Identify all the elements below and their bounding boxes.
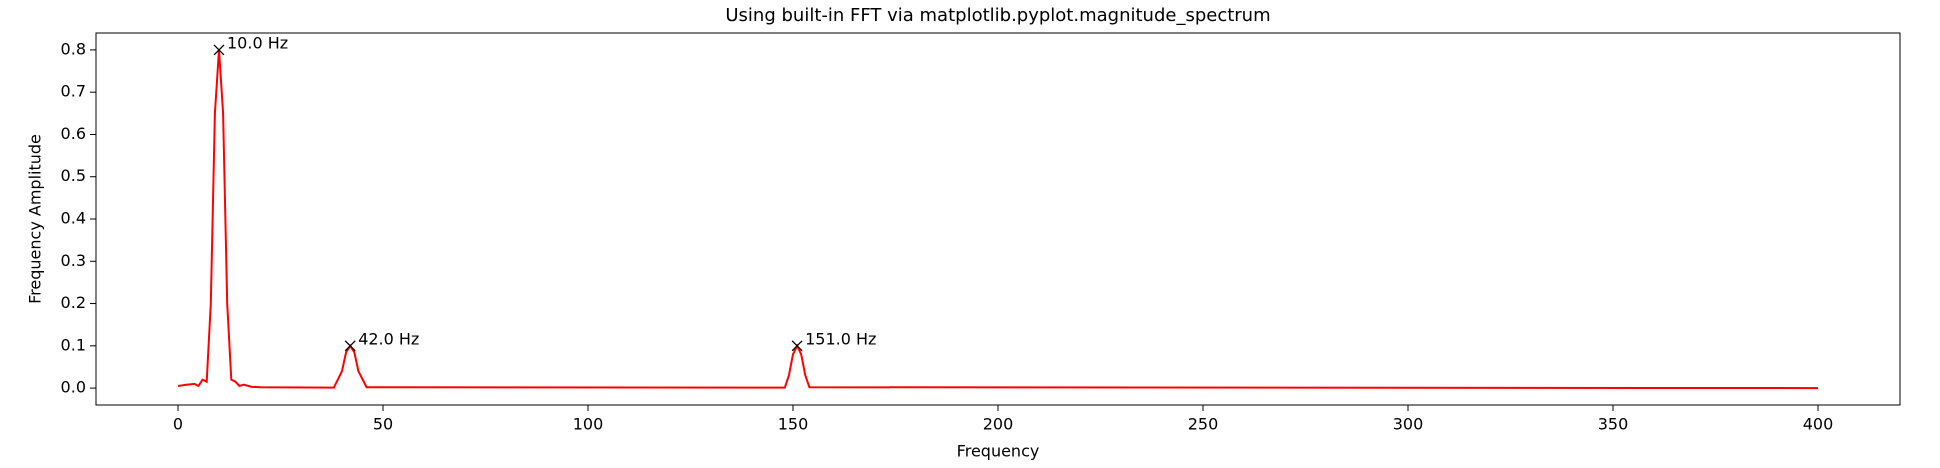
x-axis-label: Frequency <box>957 442 1040 461</box>
x-tick-label: 100 <box>573 415 604 434</box>
x-tick-label: 300 <box>1393 415 1424 434</box>
x-tick-label: 350 <box>1598 415 1629 434</box>
y-tick-label: 0.4 <box>61 209 86 228</box>
x-tick-label: 250 <box>1188 415 1219 434</box>
y-tick-label: 0.6 <box>61 124 86 143</box>
y-tick-label: 0.8 <box>61 39 86 58</box>
x-tick-label: 400 <box>1803 415 1834 434</box>
y-tick-label: 0.2 <box>61 293 86 312</box>
y-tick-label: 0.5 <box>61 166 86 185</box>
y-axis-label: Frequency Amplitude <box>26 134 45 304</box>
peak-marker <box>213 44 225 56</box>
peak-label: 10.0 Hz <box>227 33 288 52</box>
x-tick-label: 50 <box>373 415 393 434</box>
peak-label: 42.0 Hz <box>358 329 419 348</box>
spectrum-line <box>177 49 1819 390</box>
y-tick-label: 0.7 <box>61 82 86 101</box>
y-tick-label: 0.3 <box>61 251 86 270</box>
peak-label: 151.0 Hz <box>805 329 876 348</box>
peak-marker <box>791 340 803 352</box>
x-tick-label: 150 <box>778 415 809 434</box>
y-tick-label: 0.1 <box>61 335 86 354</box>
chart-title: Using built-in FFT via matplotlib.pyplot… <box>725 5 1270 26</box>
x-tick-label: 200 <box>983 415 1014 434</box>
x-tick-label: 0 <box>173 415 183 434</box>
peak-marker <box>344 340 356 352</box>
plot-frame <box>95 32 1901 406</box>
y-tick-label: 0.0 <box>61 378 86 397</box>
